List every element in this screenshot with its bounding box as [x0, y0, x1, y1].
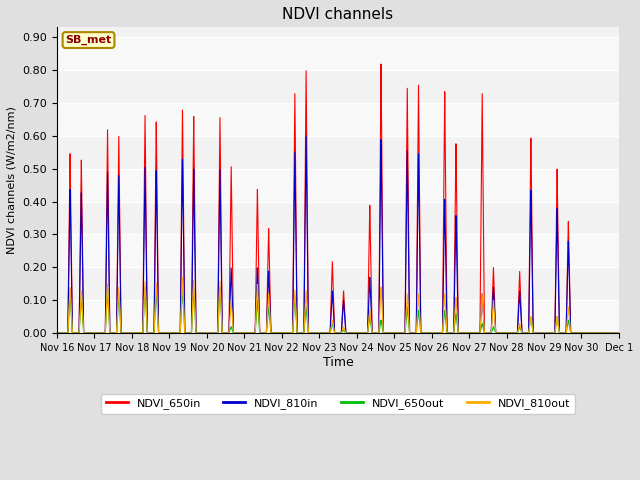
Bar [57, 37, 619, 70]
Line: NDVI_650in: NDVI_650in [57, 64, 619, 333]
NDVI_650out [328, 323, 335, 329]
NDVI_810in [56, 330, 63, 336]
NDVI_650in [87, 330, 95, 336]
Text: SB_met: SB_met [65, 35, 111, 45]
Bar [57, 300, 619, 333]
NDVI_810in [302, 133, 310, 139]
NDVI_810out [163, 330, 171, 336]
NDVI_650in [76, 240, 84, 246]
NDVI_810out [76, 308, 84, 314]
Bar [57, 103, 619, 136]
NDVI_650out [586, 330, 593, 336]
NDVI_810out [586, 330, 593, 336]
NDVI_650in [586, 330, 593, 336]
NDVI_650in [328, 279, 335, 285]
NDVI_810in [586, 330, 593, 336]
Bar [57, 168, 619, 202]
Title: NDVI channels: NDVI channels [282, 7, 394, 22]
NDVI_810out [87, 330, 95, 336]
NDVI_650out [179, 284, 186, 290]
Y-axis label: NDVI channels (W/m2/nm): NDVI channels (W/m2/nm) [7, 106, 17, 254]
NDVI_650out [56, 330, 63, 336]
NDVI_650in [56, 330, 63, 336]
NDVI_650out [53, 330, 61, 336]
X-axis label: Time: Time [323, 356, 353, 369]
NDVI_650out [76, 312, 84, 317]
NDVI_650in [615, 330, 623, 336]
NDVI_810out [56, 330, 63, 336]
Legend: NDVI_650in, NDVI_810in, NDVI_650out, NDVI_810out: NDVI_650in, NDVI_810in, NDVI_650out, NDV… [101, 394, 575, 414]
NDVI_810in [163, 330, 171, 336]
Line: NDVI_810in: NDVI_810in [57, 136, 619, 333]
NDVI_810in [87, 330, 95, 336]
Line: NDVI_810out: NDVI_810out [57, 277, 619, 333]
Bar [57, 235, 619, 267]
NDVI_810out [615, 330, 623, 336]
NDVI_650out [615, 330, 623, 336]
NDVI_810in [53, 330, 61, 336]
NDVI_810in [615, 330, 623, 336]
NDVI_650in [377, 61, 385, 67]
NDVI_650in [53, 330, 61, 336]
NDVI_810out [179, 275, 186, 280]
NDVI_810out [328, 321, 335, 326]
NDVI_650in [163, 330, 171, 336]
NDVI_650out [163, 330, 171, 336]
Line: NDVI_650out: NDVI_650out [57, 287, 619, 333]
NDVI_810out [53, 330, 61, 336]
NDVI_810in [328, 299, 335, 304]
NDVI_650out [87, 330, 95, 336]
NDVI_810in [76, 257, 84, 263]
